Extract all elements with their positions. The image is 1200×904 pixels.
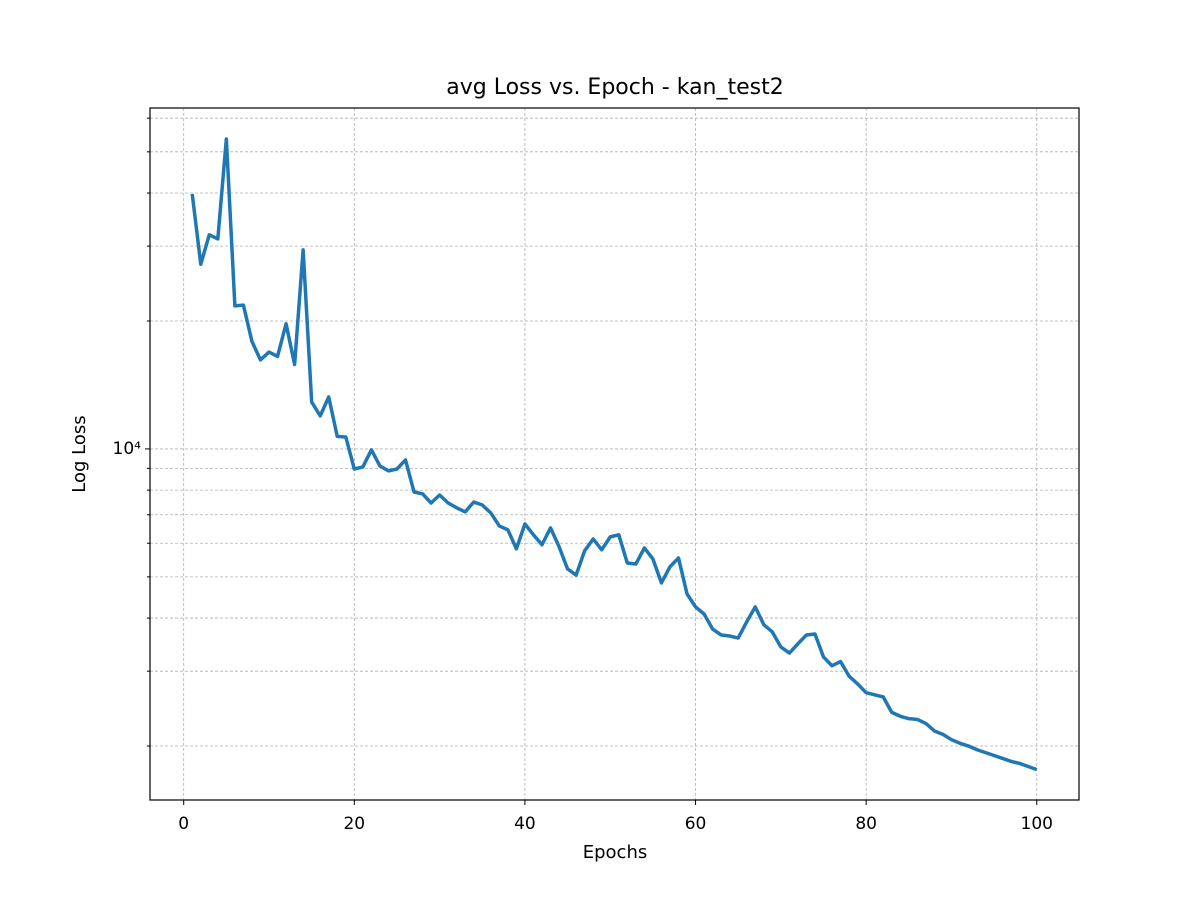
plot-frame bbox=[149, 107, 1080, 801]
x-tick-label: 0 bbox=[178, 814, 189, 834]
x-tick-label: 60 bbox=[685, 814, 707, 834]
x-tick-label: 40 bbox=[514, 814, 536, 834]
y-tick-label: 10⁴ bbox=[113, 439, 142, 459]
x-axis-label: Epochs bbox=[583, 842, 648, 863]
y-axis-label: Log Loss bbox=[69, 415, 90, 492]
data-line bbox=[190, 137, 1038, 772]
x-tick-label: 80 bbox=[855, 814, 877, 834]
x-tick-label: 20 bbox=[343, 814, 365, 834]
x-tick-label: 100 bbox=[1021, 814, 1053, 834]
chart-title: avg Loss vs. Epoch - kan_test2 bbox=[446, 75, 784, 100]
